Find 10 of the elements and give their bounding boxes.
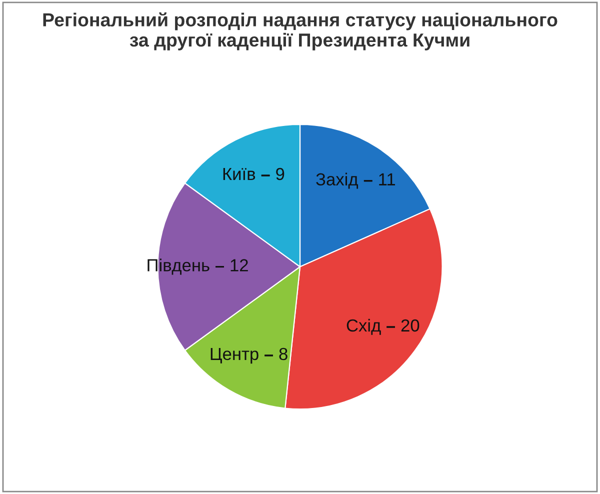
- slice-label: Київ: [223, 168, 256, 180]
- slice-label: Захід: [316, 172, 358, 189]
- data-label: 9: [276, 168, 284, 180]
- data-label: 12: [230, 259, 248, 272]
- data-label: 8: [279, 348, 288, 360]
- data-label: 20: [401, 319, 420, 332]
- data-label: 11: [379, 173, 396, 186]
- slice-label: Схід: [346, 318, 381, 335]
- chart-title: Регіональний розподіл надання статусу національного за другої каденції Президента Кучми: [43, 12, 558, 50]
- slice-label: Центр: [210, 348, 258, 364]
